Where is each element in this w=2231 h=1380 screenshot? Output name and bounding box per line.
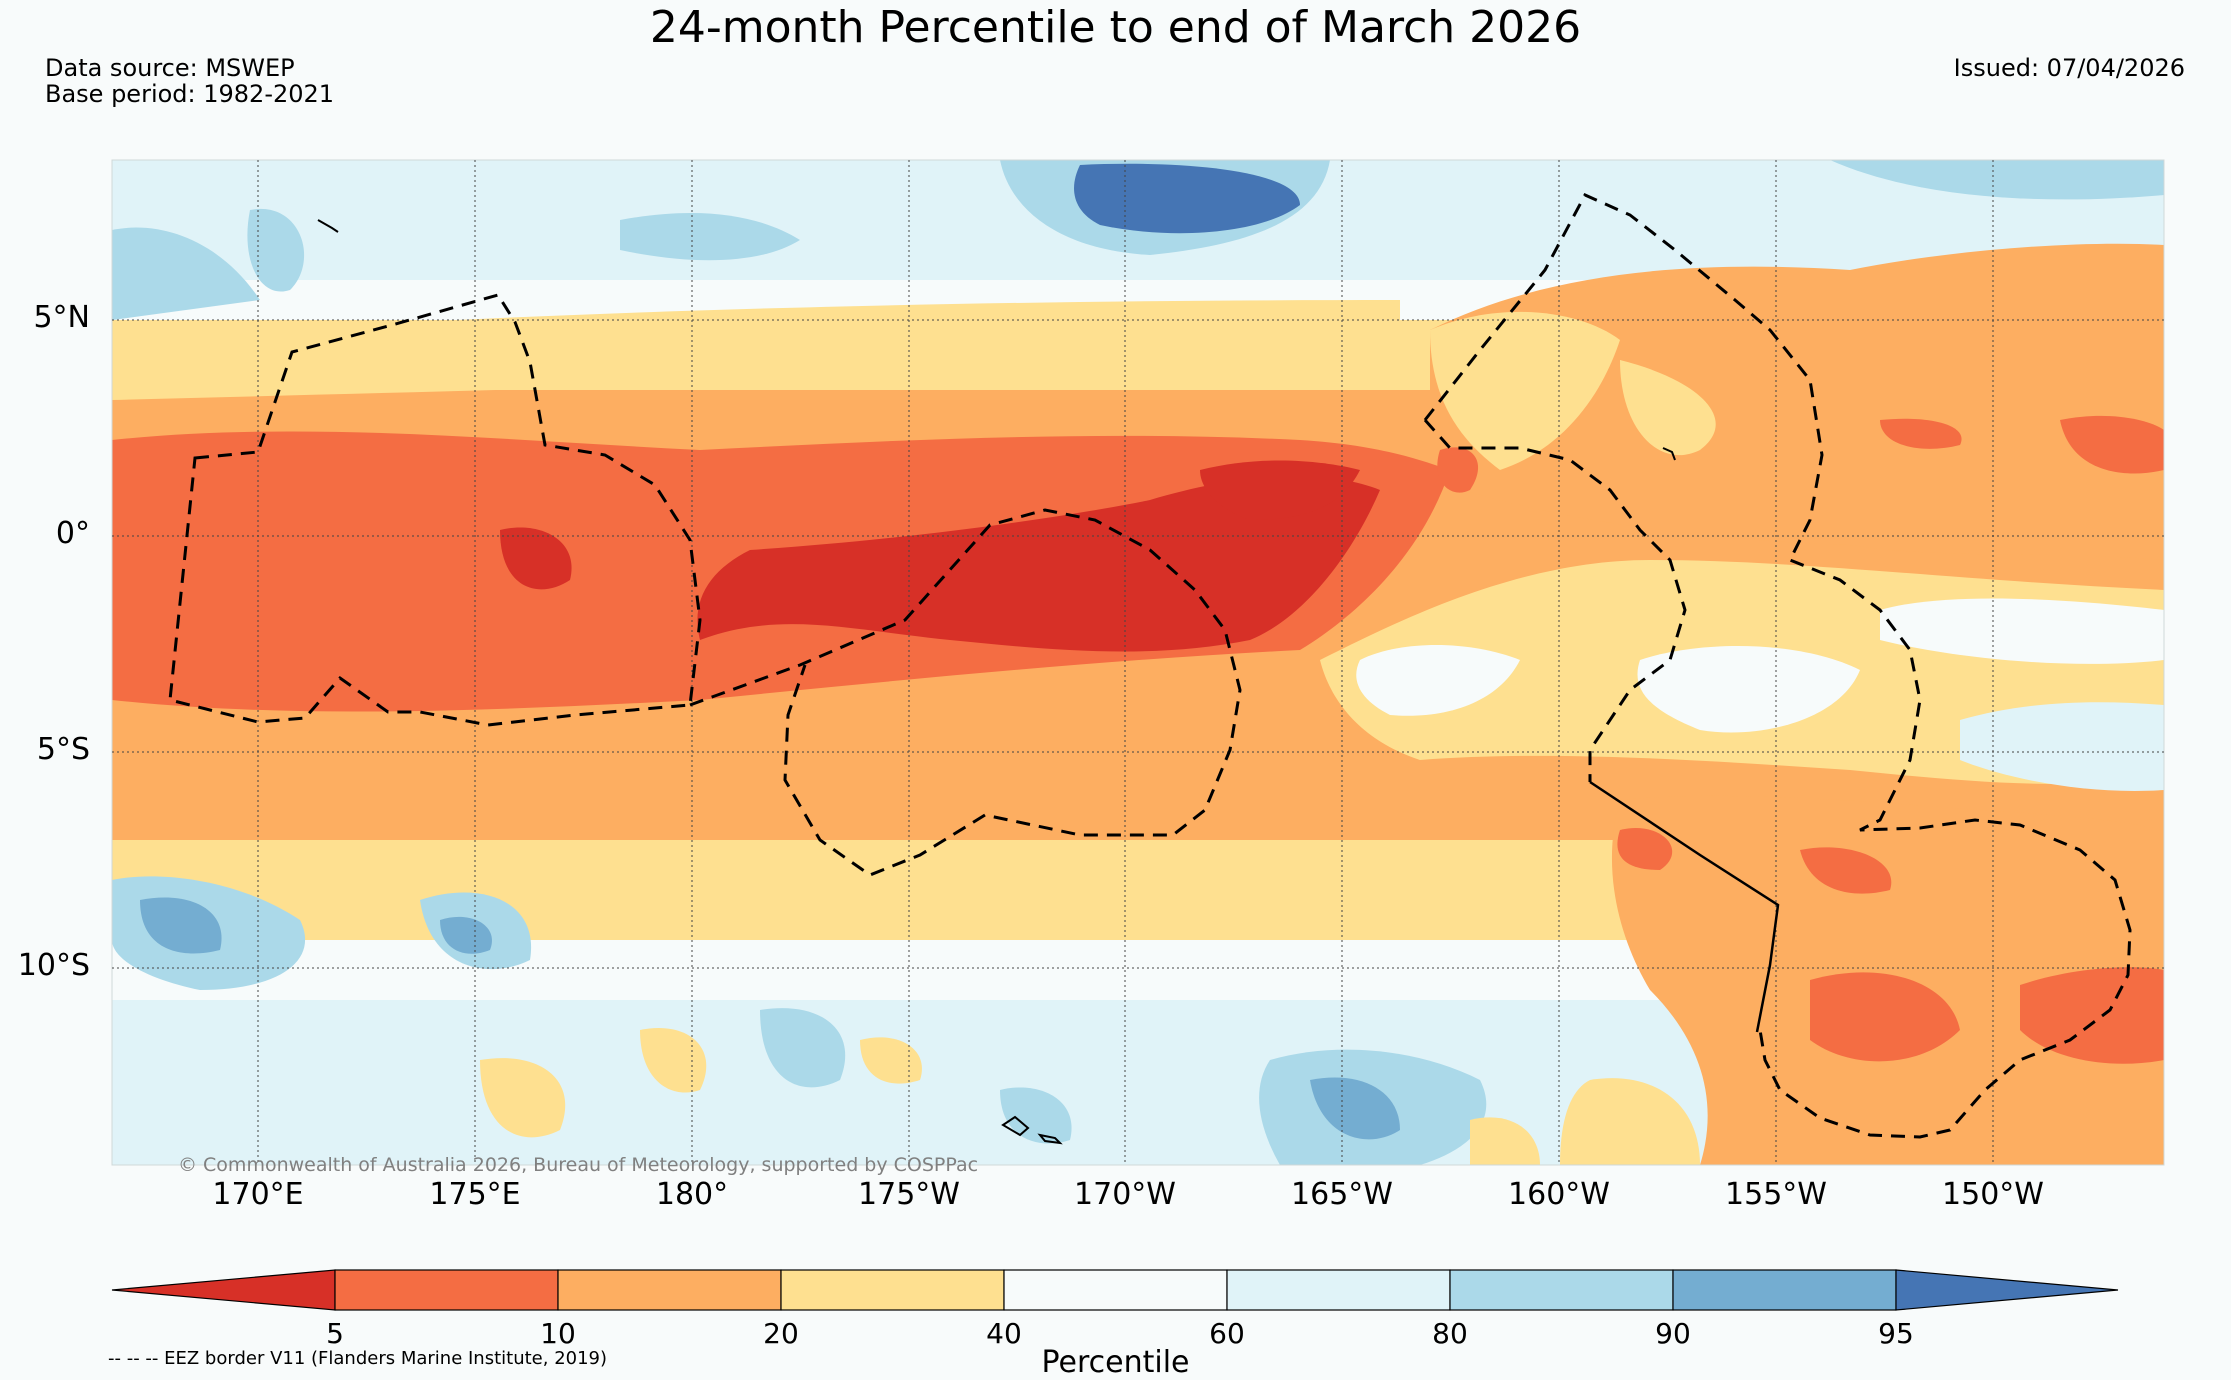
lon-label: 170°W [1074,1177,1176,1212]
graticule [112,160,2164,1165]
patch-wet [1960,702,2164,791]
patch-very-dry [2060,415,2164,474]
lat-label: 0° [55,516,90,551]
core-driest [697,476,1380,652]
patch-moderate [1430,311,1620,470]
islands [317,219,1676,1145]
issued-date: Issued: 07/04/2026 [1953,54,2185,82]
colorbar-segment [1226,1269,1451,1311]
patch-very-dry [2020,967,2164,1064]
colorbar-extend-high [1895,1269,2119,1311]
patch-moderate [860,1037,922,1084]
patch-moderate [1470,1117,1540,1165]
lat-label: 5°S [36,732,90,767]
colorbar-tick: 10 [540,1317,576,1350]
boundary-solid [1589,780,1780,1033]
patch-normal [1637,646,1860,733]
eez-boundary [1423,419,1687,782]
patch-very-wet [1074,163,1300,234]
core-very-dry [1437,447,1479,493]
patch-very-wet [140,897,222,954]
lat-label: 5°N [33,300,90,335]
lon-label: 155°W [1725,1177,1827,1212]
lon-label: 165°W [1291,1177,1393,1212]
colorbar-segment [1672,1269,1897,1311]
patch-wet [1000,1087,1072,1144]
belt-moderate [112,300,1400,400]
patch-wet [247,208,305,292]
colorbar-tick: 80 [1432,1317,1468,1350]
patch-normal [1356,645,1520,716]
eez-boundary [168,293,702,727]
patch-moderate [640,1028,707,1093]
colorbar-tick: 20 [763,1317,799,1350]
island [1662,447,1676,461]
patch-wet [620,212,800,261]
colorbar-segment [557,1269,782,1311]
island [1001,1115,1030,1137]
eez-boundary [689,508,1242,877]
colorbar-segment [1449,1269,1674,1311]
patch-very-wet [440,916,492,954]
eez-legend-note: -- -- -- EEZ border V11 (Flanders Marine… [108,1348,608,1369]
percentile-field [112,160,2164,1165]
data-source: Data source: MSWEP [45,54,295,82]
patch-very-dry [1617,828,1673,870]
data-source-info: Data source: MSWEP Base period: 1982-202… [45,55,334,107]
lon-label: 175°E [429,1177,521,1212]
eez-boundary [1423,193,2132,1139]
colorbar-extend-low [111,1269,336,1311]
patch-very-dry [1810,972,1960,1062]
colorbar-segment [780,1269,1005,1311]
eez-borders [168,193,2132,1139]
colorbar-title: Percentile [1041,1345,1190,1380]
patch-dry [1430,243,2164,560]
core-driest [500,527,572,590]
patch-moderate [1560,1078,1700,1165]
colorbar-segment [334,1269,559,1311]
patch-wet [1830,160,2164,200]
map-frame [111,159,2165,1166]
map-title: 24-month Percentile to end of March 2026 [649,2,1582,53]
colorbar-tick: 60 [1209,1317,1245,1350]
patch-very-dry [1800,847,1892,894]
colorbar-segment [1003,1269,1228,1311]
colorbar-tick: 40 [986,1317,1022,1350]
island [317,219,339,233]
colorbar-tick: 5 [326,1317,344,1350]
colorbar-tick: 90 [1655,1317,1691,1350]
colorbar-tick: 95 [1878,1317,1914,1350]
patch-moderate [1620,360,1716,456]
copyright-notice: © Commonwealth of Australia 2026, Bureau… [178,1154,979,1176]
base-period: Base period: 1982-2021 [45,80,335,108]
lat-label: 10°S [17,948,90,983]
lon-label: 170°E [212,1177,304,1212]
patch-very-dry [1880,418,1962,449]
patch-normal [1880,598,2164,664]
patch-wet [760,1008,846,1088]
island [1037,1133,1063,1145]
patch-wet [112,227,260,320]
lon-label: 150°W [1942,1177,2044,1212]
core-driest [1200,460,1360,520]
patch-moderate [480,1058,566,1138]
lon-label: 175°W [858,1177,960,1212]
lon-label: 160°W [1508,1177,1610,1212]
colorbar [111,1269,2119,1311]
lon-label: 180° [655,1177,729,1212]
patch-very-wet [1310,1077,1400,1140]
